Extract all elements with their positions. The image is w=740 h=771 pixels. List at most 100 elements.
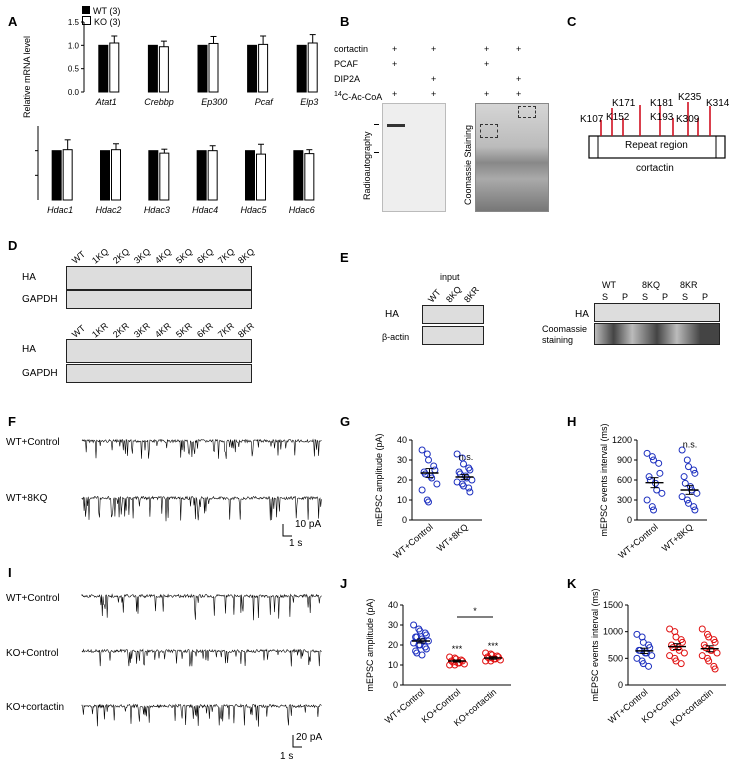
data-point [705,657,713,665]
wt-bar [148,150,159,201]
mepsc-trace [81,495,322,522]
gene-label: Hdac2 [95,205,122,215]
trace-wt-8kq [81,495,322,522]
fraction-s: S [682,292,689,302]
row-label: PCAF [334,59,359,69]
legend-wt-label: WT (3) [93,6,121,16]
y-axis-label: mEPSC amplitude (pA) [365,598,375,691]
site-k309: K309 [676,114,700,125]
fraction-p: P [662,292,669,302]
coomassie-gel [475,103,549,212]
data-point [430,462,438,470]
y-tick-label: 0 [393,680,398,690]
wt-bar [98,44,109,93]
data-point [680,649,688,657]
panel-a-bottom-genes: Hdac1 Hdac2 Hdac3 Hdac4 Hdac5 Hdac6 [36,205,326,215]
plus-sign: + [516,89,522,99]
data-point [648,503,656,511]
panel-c-diagram [588,102,726,159]
blot-row-gapdh: GAPDH [22,294,58,305]
fraction-s: S [642,292,649,302]
y-axis-label: mEPSC events interval (ms) [590,588,600,701]
trace-ko-control [81,648,322,667]
panel-label-k: K [567,576,577,591]
y-tick-label: 300 [617,495,632,505]
wt-bar [196,150,207,201]
panel-label-a: A [8,14,18,29]
y-tick-label: 20 [388,640,398,650]
gene-label: Hdac5 [240,205,267,215]
data-point [691,469,699,477]
panel-b-rows: cortactin + + + + PCAF + + DIP2A + + 14C… [334,42,534,102]
data-point [711,665,719,673]
plus-sign: + [484,59,490,69]
mepsc-trace [81,438,322,459]
data-point [678,493,686,501]
site-k181: K181 [650,98,674,109]
panel-label-f: F [8,414,16,429]
data-point [690,503,698,511]
y-tick-label: 30 [397,455,407,465]
blot-row-beta-actin: β-actin [382,332,410,342]
wt-bar [245,150,255,201]
plus-sign: + [392,44,398,54]
data-point [678,638,686,646]
gene-label: Crebbp [144,97,174,107]
blot-gapdh-kq [66,290,252,309]
blot-ha-kq [66,266,252,290]
trace-wt-control [81,438,322,459]
data-point [465,484,473,492]
band-box [480,124,498,138]
data-point [656,469,664,477]
panel-a-top-chart: 0.0 0.5 1.0 1.5 [68,18,318,97]
row-ac-coa: 14C-Ac-CoA + + + + [334,87,534,102]
y-tick-label: 10 [397,495,407,505]
data-point [690,466,698,474]
gene-label: Hdac6 [288,205,315,215]
group-label: 8KR [680,280,698,290]
legend-wt-swatch [82,6,90,14]
panel-a-top-genes: Atat1 Crebbp Ep300 Pcaf Elp3 [82,97,332,107]
plus-sign: + [431,44,437,54]
cortactin-label: cortactin [636,163,674,174]
band-box [518,106,536,118]
site-k171: K171 [612,98,636,109]
row-dip2a: DIP2A + + [334,72,534,87]
row-cortactin: cortactin + + + + [334,42,534,57]
y-tick-label: 1500 [603,600,623,610]
data-point [422,631,430,639]
data-point [422,645,430,653]
plus-sign: + [431,89,437,99]
radioautography-gel [382,103,446,212]
repeat-region-label: Repeat region [625,140,688,151]
trace-wt-control-i [81,593,322,621]
lysine-sites [600,102,711,136]
data-point [482,649,490,657]
scale-x-label: 1 s [289,538,303,549]
panel-label-b: B [340,14,350,29]
row-label-ac-coa: 14C-Ac-CoA [334,91,382,102]
scale-bar-i [292,735,302,748]
data-point [650,506,657,514]
y-tick-label: 30 [388,620,398,630]
blot-row-ha: HA [575,309,589,320]
wt-bar [147,44,158,93]
data-point [645,662,653,670]
significance-ns: n.s. [459,452,474,462]
panel-label-j: J [340,576,348,591]
panel-label-g: G [340,414,351,429]
plus-sign: + [392,59,398,69]
data-point [669,644,677,652]
significance-ns: n.s. [683,439,698,449]
gene-label: Hdac4 [192,205,219,215]
site-k152: K152 [606,112,630,123]
scale-y-label: 10 pA [295,519,322,530]
fraction-p: P [702,292,709,302]
data-point [643,496,651,504]
data-point [683,456,691,464]
wt-bar [197,44,208,93]
blot-ha-kr [66,339,252,363]
blot-sp-ha [594,303,720,322]
